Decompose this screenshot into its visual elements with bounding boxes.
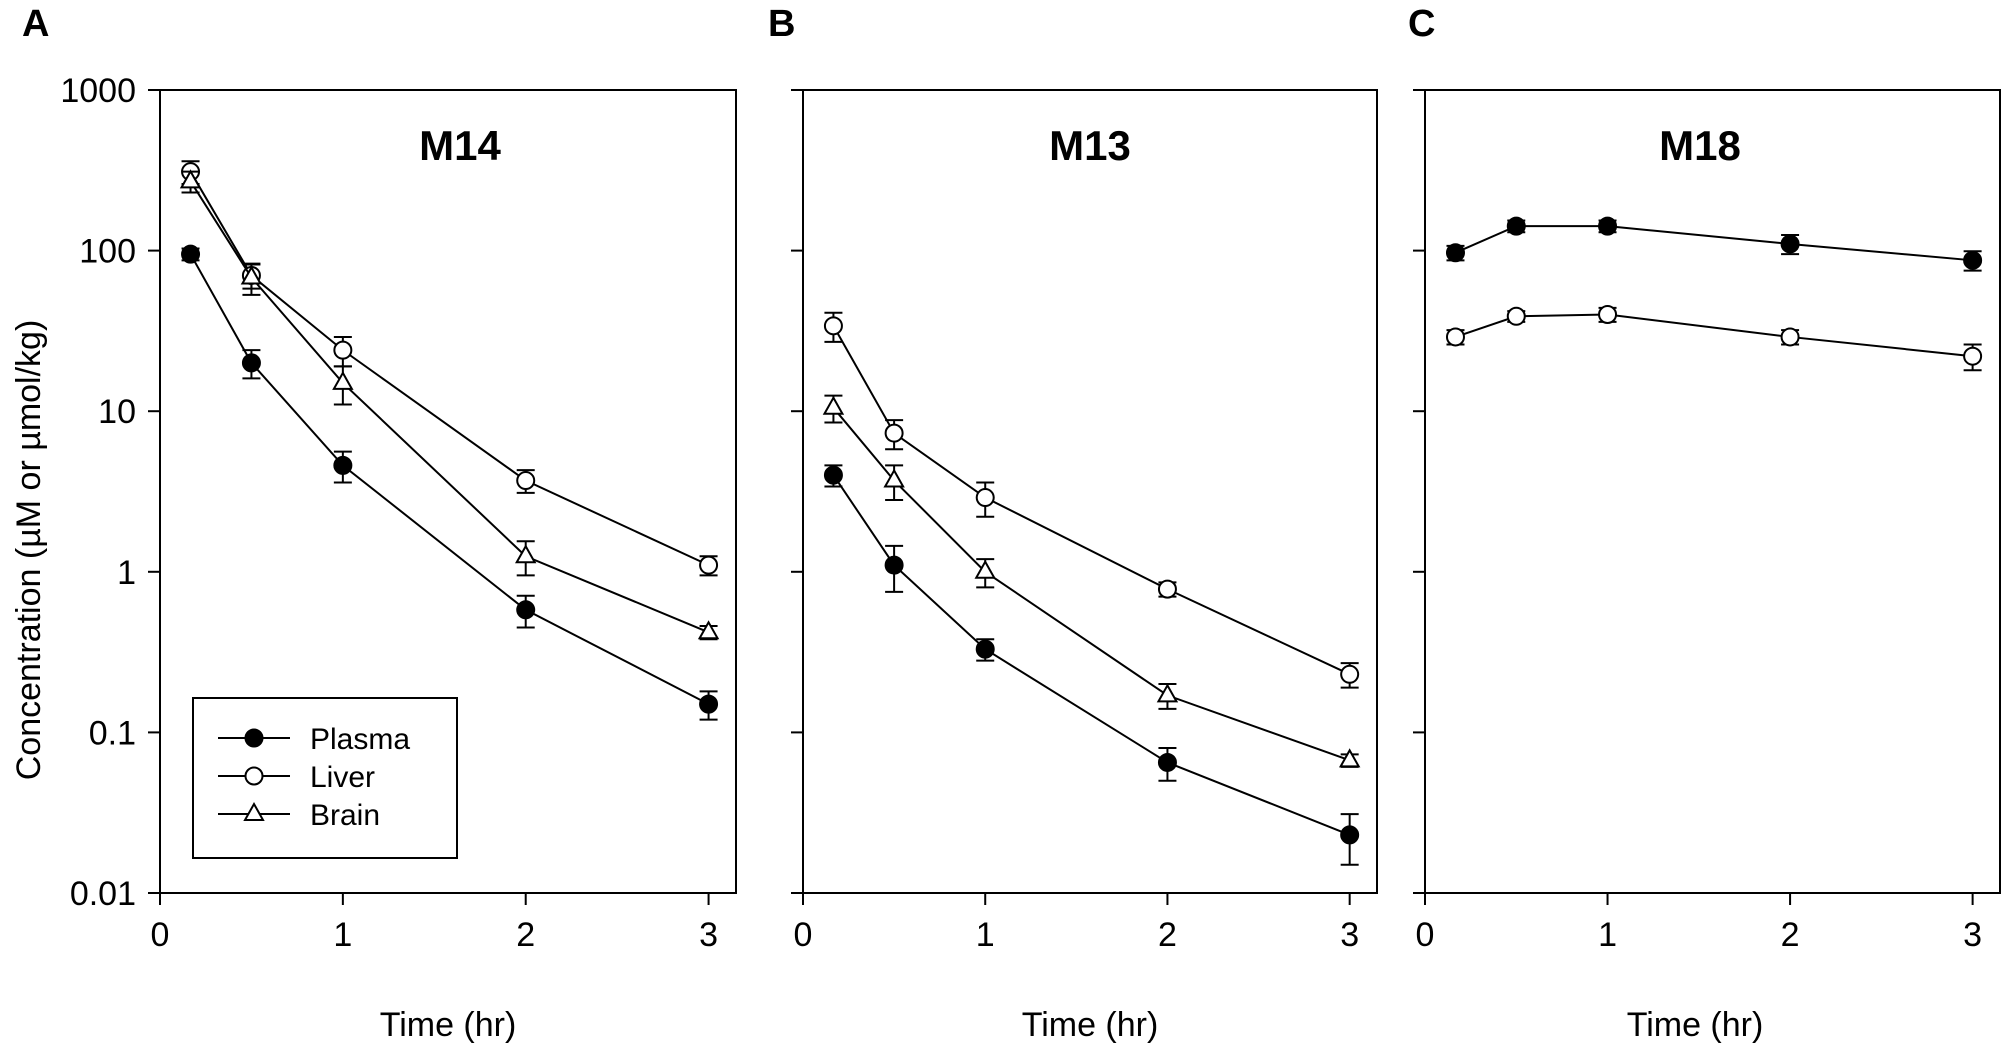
- panel-title-b: M13: [1049, 122, 1131, 169]
- plot-frame-a: [159, 89, 737, 894]
- x-tick-label: 2: [1781, 916, 1800, 954]
- panel-b: B M13 Time (hr) 0 1 2 3: [768, 3, 1378, 1044]
- plot-frame-c: [1424, 89, 2001, 894]
- data-point-liver: [516, 471, 536, 491]
- data-point-brain: [332, 370, 354, 390]
- x-tick-label: 3: [1340, 916, 1359, 954]
- panel-a: A M14 Time (hr) 0 1 2 3 0.01 0.1 1 10 100 1000: [22, 3, 737, 1044]
- data-point-plasma: [699, 694, 719, 714]
- x-tick-label: 3: [1963, 916, 1982, 954]
- legend: Plasma Liver Brain: [192, 697, 458, 859]
- data-point-plasma: [1780, 234, 1800, 254]
- x-axis-label-a: Time (hr): [380, 1006, 517, 1044]
- series-line-plasma: [189, 253, 710, 706]
- data-point-liver: [333, 340, 353, 360]
- x-tick-label: 0: [1416, 916, 1435, 954]
- y-tick-label: 0.1: [89, 714, 136, 752]
- data-point-plasma: [975, 639, 995, 659]
- x-tick-label: 3: [699, 916, 718, 954]
- panel-title-a: M14: [419, 122, 501, 169]
- data-point-brain: [1338, 748, 1361, 768]
- axes-a: 0 1 2 3 0.01 0.1 1 10 100 1000: [60, 72, 718, 954]
- axes-b: 0 1 2 3: [791, 89, 1359, 954]
- data-point-brain: [974, 559, 996, 579]
- legend-label-liver: Liver: [310, 761, 375, 794]
- data-point-plasma: [1598, 216, 1618, 236]
- plot-frame-b: [802, 89, 1378, 894]
- legend-marker-plasma: [244, 728, 264, 748]
- data-point-liver: [1340, 664, 1360, 684]
- data-point-liver: [1157, 579, 1177, 599]
- data-point-brain: [883, 468, 905, 488]
- data-point-liver: [823, 316, 843, 336]
- data-point-brain: [697, 620, 720, 640]
- data-point-liver: [1506, 306, 1526, 326]
- legend-entry-plasma: Plasma: [218, 723, 410, 756]
- x-tick-label: 0: [794, 916, 813, 954]
- y-axis-label: Concentration (µM or µmol/kg): [10, 320, 48, 781]
- data-point-brain: [515, 544, 537, 564]
- data-point-liver: [1598, 305, 1618, 325]
- data-point-liver: [1445, 327, 1465, 347]
- series-line-plasma: [832, 474, 1351, 836]
- series-a: [179, 160, 720, 721]
- series-line-liver: [832, 325, 1351, 676]
- panel-title-c: M18: [1659, 122, 1741, 169]
- series-line-liver: [189, 171, 709, 567]
- series-line-liver: [1455, 313, 1973, 358]
- x-tick-label: 1: [333, 916, 352, 954]
- x-tick-label: 0: [151, 916, 170, 954]
- y-tick-label: 1: [117, 554, 136, 592]
- data-point-plasma: [516, 600, 536, 620]
- data-point-plasma: [823, 465, 843, 485]
- panel-letter-a: A: [22, 3, 49, 45]
- legend-marker-liver: [244, 766, 264, 786]
- series-c: [1445, 216, 1983, 372]
- legend-box: [192, 697, 458, 859]
- x-tick-label: 2: [516, 916, 535, 954]
- data-point-plasma: [1157, 752, 1177, 772]
- series-line-brain: [832, 407, 1351, 762]
- panel-letter-b: B: [768, 3, 795, 45]
- legend-marker-brain: [243, 801, 265, 821]
- panel-letter-c: C: [1408, 3, 1435, 45]
- data-point-plasma: [1506, 216, 1526, 236]
- data-point-plasma: [1340, 825, 1360, 845]
- x-axis-label-c: Time (hr): [1627, 1006, 1764, 1044]
- data-point-brain: [1156, 683, 1179, 703]
- x-tick-label: 1: [976, 916, 995, 954]
- legend-entry-liver: Liver: [218, 761, 375, 794]
- data-point-liver: [1780, 327, 1800, 347]
- axes-c: 0 1 2 3: [1413, 89, 1982, 954]
- data-point-plasma: [333, 455, 353, 475]
- data-point-plasma: [1445, 243, 1465, 263]
- x-axis-label-b: Time (hr): [1022, 1006, 1159, 1044]
- legend-label-plasma: Plasma: [310, 723, 410, 756]
- series-line-plasma: [1455, 225, 1973, 262]
- x-tick-label: 2: [1158, 916, 1177, 954]
- data-point-liver: [1963, 346, 1983, 366]
- data-point-liver: [975, 488, 995, 508]
- y-tick-label: 100: [79, 233, 136, 271]
- series-line-brain: [189, 180, 709, 634]
- y-tick-label: 1000: [60, 72, 136, 110]
- y-tick-label: 10: [98, 393, 136, 431]
- data-point-plasma: [884, 555, 904, 575]
- panel-c: C M18 Time (hr) 0 1 2 3: [1408, 3, 2001, 1044]
- data-point-plasma: [1963, 250, 1983, 270]
- x-tick-label: 1: [1598, 916, 1617, 954]
- data-point-plasma: [181, 244, 201, 264]
- data-point-brain: [822, 395, 845, 415]
- data-point-liver: [884, 423, 904, 443]
- data-point-plasma: [241, 353, 261, 373]
- legend-entry-brain: Brain: [218, 799, 380, 832]
- data-point-liver: [699, 555, 719, 575]
- data-point-brain: [240, 265, 263, 285]
- data-point-brain: [179, 169, 202, 189]
- series-b: [822, 311, 1361, 866]
- legend-label-brain: Brain: [310, 799, 380, 832]
- y-tick-label: 0.01: [70, 875, 136, 913]
